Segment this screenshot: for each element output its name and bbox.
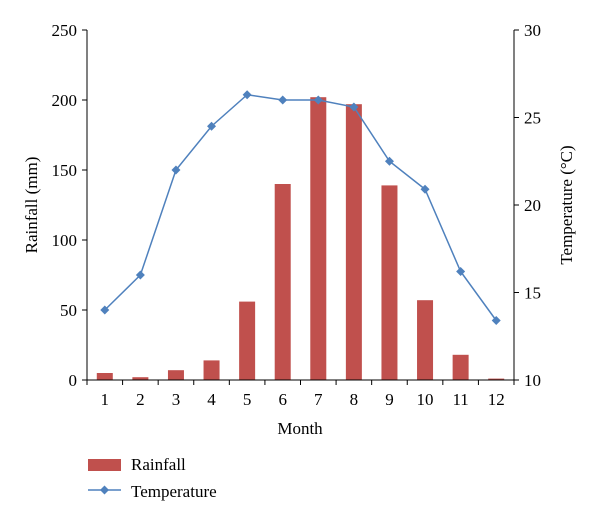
legend-label-rainfall: Rainfall (131, 455, 186, 474)
y2-tick-label: 25 (524, 109, 541, 128)
marker-temperature-8 (349, 102, 359, 112)
marker-temperature-1 (100, 305, 110, 315)
bar-rainfall-4 (203, 360, 220, 380)
marker-temperature-6 (278, 95, 288, 105)
y-axis-label: Rainfall (mm) (22, 157, 41, 254)
y2-tick-label: 20 (524, 196, 541, 215)
marker-temperature-4 (207, 121, 217, 131)
y2-tick-label: 15 (524, 284, 541, 303)
bar-rainfall-11 (452, 354, 469, 380)
bar-rainfall-2 (132, 377, 149, 380)
y-tick-label: 100 (52, 231, 78, 250)
y-tick-label: 250 (52, 21, 78, 40)
y-tick-label: 150 (52, 161, 78, 180)
x-tick-label: 8 (350, 390, 359, 409)
bar-rainfall-12 (488, 378, 505, 380)
bar-rainfall-3 (167, 370, 184, 380)
bar-rainfall-10 (417, 300, 434, 380)
x-tick-label: 10 (417, 390, 434, 409)
bar-rainfall-5 (239, 301, 256, 380)
y-tick-label: 200 (52, 91, 78, 110)
x-tick-label: 6 (278, 390, 287, 409)
y2-axis-label: Temperature (°C) (557, 145, 576, 264)
y-tick-label: 0 (69, 371, 78, 390)
x-tick-label: 1 (101, 390, 110, 409)
x-axis-ticks: 1 2 3 4 5 6 7 8 9 10 11 12 (86, 380, 515, 409)
marker-temperature-11 (456, 267, 466, 276)
x-tick-label: 2 (136, 390, 145, 409)
x-tick-label: 4 (207, 390, 216, 409)
y-tick-label: 50 (60, 301, 77, 320)
y2-tick-label: 30 (524, 21, 541, 40)
marker-temperature-3 (171, 165, 181, 175)
left-axis-ticks: 0 50 100 150 200 250 (52, 21, 87, 390)
x-tick-label: 11 (452, 390, 468, 409)
x-tick-label: 3 (172, 390, 181, 409)
bar-rainfall-8 (345, 104, 362, 380)
marker-temperature-9 (384, 156, 394, 166)
x-tick-label: 5 (243, 390, 252, 409)
x-tick-label: 12 (488, 390, 505, 409)
legend-label-temperature: Temperature (131, 482, 217, 501)
right-axis-ticks: 10 15 20 25 30 (514, 21, 541, 390)
bar-rainfall-6 (274, 184, 291, 380)
x-tick-label: 7 (314, 390, 323, 409)
marker-temperature-2 (135, 270, 145, 280)
marker-temperature-12 (491, 316, 501, 325)
marker-temperature-10 (420, 184, 430, 194)
plot-area (96, 90, 505, 380)
line-temperature (104, 93, 497, 321)
bar-rainfall-9 (381, 185, 398, 380)
legend-marker-temperature (100, 485, 109, 495)
x-axis-label: Month (277, 419, 323, 438)
legend-swatch-rainfall (88, 459, 121, 471)
x-tick-label: 9 (385, 390, 394, 409)
y2-tick-label: 10 (524, 371, 541, 390)
bar-rainfall-1 (96, 373, 113, 380)
legend: Rainfall Temperature (88, 455, 217, 501)
bar-rainfall-7 (310, 97, 327, 380)
marker-temperature-5 (242, 90, 252, 100)
marker-temperature-7 (313, 95, 323, 105)
